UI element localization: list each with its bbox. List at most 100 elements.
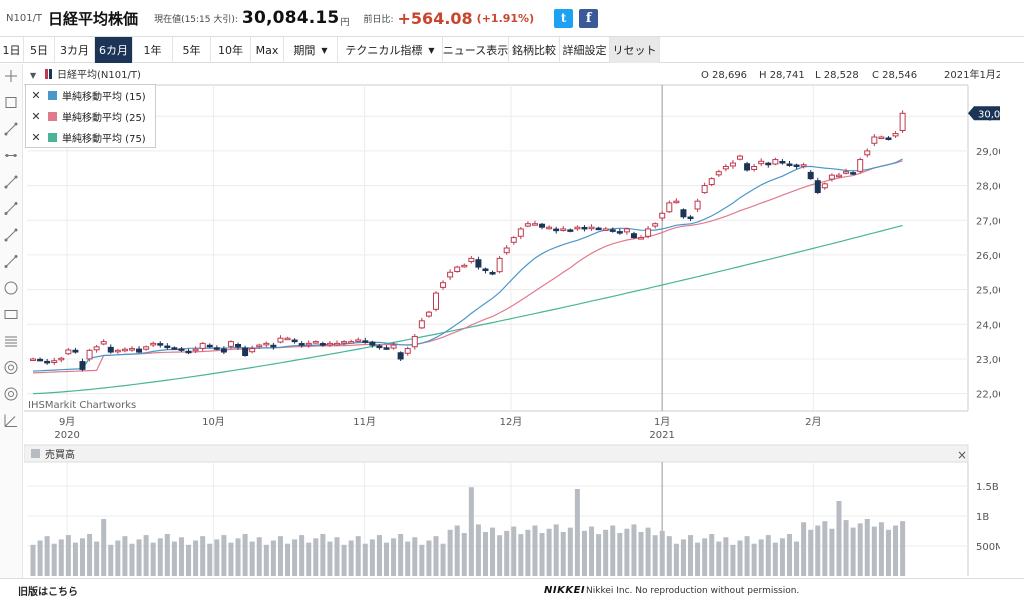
toolbar-button-13[interactable]: リセット (610, 37, 660, 63)
toolbar-button-3[interactable]: 6カ月 (95, 37, 133, 63)
candle-body (885, 137, 892, 140)
candlestick (864, 148, 871, 158)
candle-body (722, 166, 729, 170)
candle-body (58, 357, 65, 361)
volume-bar (885, 529, 891, 576)
volume-bar (574, 489, 580, 576)
parallel-line-icon[interactable] (4, 228, 18, 242)
candlestick (531, 220, 538, 226)
candlestick (871, 134, 878, 147)
candle-body (701, 185, 708, 194)
extended-line-icon[interactable] (4, 255, 18, 268)
icon-stroke (4, 281, 18, 295)
toolbar-button-4[interactable]: 1年 (133, 37, 173, 63)
rectangle-tool-icon[interactable] (5, 97, 17, 108)
candlestick (807, 169, 814, 180)
remove-indicator-icon[interactable]: ✕ (31, 131, 41, 144)
volume-bar (136, 539, 142, 576)
volume-bar (596, 534, 602, 576)
toolbar-button-12[interactable]: 詳細設定 (560, 37, 610, 63)
remove-indicator-icon[interactable]: ✕ (31, 110, 41, 123)
volume-bar (122, 536, 128, 576)
twitter-share-icon[interactable]: t (554, 8, 574, 28)
toolbar-button-1[interactable]: 5日 (24, 37, 55, 63)
candle-body (100, 341, 107, 345)
candlestick (645, 225, 652, 239)
candlestick (581, 225, 588, 232)
toolbar-button-6[interactable]: 10年 (211, 37, 251, 63)
candlestick (574, 225, 581, 231)
toolbar-button-10[interactable]: ニュース表示 (443, 37, 509, 63)
toolbar-button-9[interactable]: テクニカル指標 ▼ (338, 37, 443, 63)
gann-fan-icon[interactable] (4, 361, 18, 374)
candlestick (496, 255, 503, 274)
chart-background (24, 64, 1000, 578)
candlestick (567, 228, 574, 233)
candle-body (645, 228, 652, 237)
facebook-share-icon[interactable]: f (579, 8, 599, 28)
rectangle-icon[interactable] (4, 310, 18, 319)
close-icon[interactable]: × (957, 448, 967, 462)
icon-stroke (4, 387, 18, 401)
horizontal-line-icon[interactable] (5, 154, 17, 157)
volume-bar (150, 542, 156, 576)
candlestick (800, 162, 807, 169)
remove-indicator-icon[interactable]: ✕ (31, 89, 41, 102)
candle-body (256, 344, 263, 348)
chevron-down-icon[interactable]: ▼ (30, 71, 37, 80)
volume-bar (808, 529, 814, 576)
volume-bar (115, 540, 121, 576)
ray-icon[interactable] (4, 175, 18, 189)
candlestick (206, 343, 213, 349)
arc-icon[interactable] (4, 387, 18, 401)
fibonacci-icon[interactable] (5, 336, 17, 347)
candlestick (213, 345, 220, 351)
candle-body (850, 172, 857, 175)
toolbar-button-11[interactable]: 銘柄比較 (509, 37, 560, 63)
toolbar-button-label: Max (255, 43, 279, 57)
toolbar-button-7[interactable]: Max (251, 37, 284, 63)
candlestick (348, 339, 355, 344)
candle-body (772, 159, 779, 165)
toolbar-button-label: 1日 (2, 44, 21, 57)
candle-body (30, 358, 36, 361)
candle-body (892, 133, 899, 137)
candlestick (638, 235, 645, 240)
ohlc-value-l: L 28,528 (815, 70, 859, 81)
toolbar-button-0[interactable]: 1日 (0, 37, 24, 63)
volume-bar (44, 536, 50, 576)
candlestick (65, 348, 72, 355)
old-version-link[interactable]: 旧版はこちら (18, 587, 78, 598)
ticker-code: N101/T (6, 12, 43, 24)
volume-bar (65, 535, 71, 576)
candle-body (192, 348, 199, 352)
candle-body (489, 271, 496, 275)
trend-line-icon[interactable] (4, 122, 18, 136)
volume-bar (645, 527, 651, 576)
toolbar-button-2[interactable]: 3カ月 (55, 37, 95, 63)
legend-swatch (48, 112, 57, 121)
toolbar-button-8[interactable]: 期間 ▼ (284, 37, 338, 63)
volume-tick-label: 1B (976, 512, 989, 523)
candlestick (157, 341, 164, 348)
toolbar-button-5[interactable]: 5年 (173, 37, 211, 63)
candlestick (517, 227, 524, 240)
volume-bar (171, 541, 177, 576)
volume-bar (539, 533, 545, 576)
circle-icon[interactable] (4, 281, 18, 295)
price-chart[interactable]: 22,000 23,000 24,000 25,000 26,000 27,000 28,0… (24, 64, 1000, 578)
crosshair-icon[interactable] (5, 70, 17, 82)
icon-stroke (14, 228, 18, 232)
volume-bar (659, 530, 665, 576)
candle-body (737, 155, 743, 160)
measure-icon[interactable] (4, 414, 17, 427)
volume-bar (518, 534, 524, 576)
volume-bar (758, 539, 764, 576)
line-icon[interactable] (4, 202, 18, 215)
volume-bar (37, 540, 43, 576)
volume-bar (857, 523, 863, 576)
candlestick (37, 357, 44, 362)
candle-body (128, 348, 135, 351)
volume-bar (511, 526, 517, 576)
price-tick-label: 26,000 (976, 251, 1000, 262)
